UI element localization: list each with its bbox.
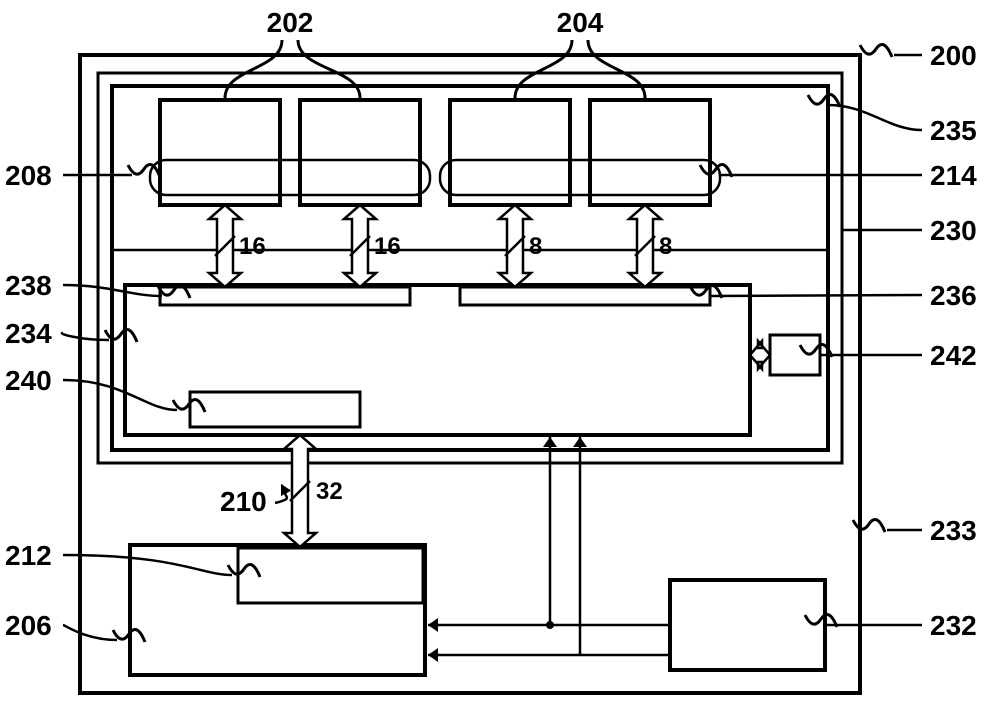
svg-text:200: 200 xyxy=(930,40,977,71)
svg-text:206: 206 xyxy=(5,610,52,641)
svg-text:236: 236 xyxy=(930,280,977,311)
svg-text:234: 234 xyxy=(5,318,52,349)
svg-text:230: 230 xyxy=(930,215,977,246)
svg-text:8: 8 xyxy=(659,233,672,260)
svg-text:16: 16 xyxy=(374,233,401,260)
svg-text:242: 242 xyxy=(930,340,977,371)
block-diagram: 16 16 8 8 32 202 204 200 235 214 230 236 242 233 232 20… xyxy=(0,0,1000,703)
svg-text:8: 8 xyxy=(529,233,542,260)
svg-text:233: 233 xyxy=(930,515,977,546)
svg-text:212: 212 xyxy=(5,540,52,571)
svg-text:16: 16 xyxy=(239,233,266,260)
svg-text:238: 238 xyxy=(5,270,52,301)
svg-text:210: 210 xyxy=(220,486,267,517)
svg-text:32: 32 xyxy=(316,478,343,505)
svg-text:204: 204 xyxy=(557,7,604,38)
svg-text:235: 235 xyxy=(930,115,977,146)
svg-text:240: 240 xyxy=(5,365,52,396)
svg-text:214: 214 xyxy=(930,160,977,191)
svg-text:202: 202 xyxy=(267,7,314,38)
svg-text:232: 232 xyxy=(930,610,977,641)
svg-text:208: 208 xyxy=(5,160,52,191)
